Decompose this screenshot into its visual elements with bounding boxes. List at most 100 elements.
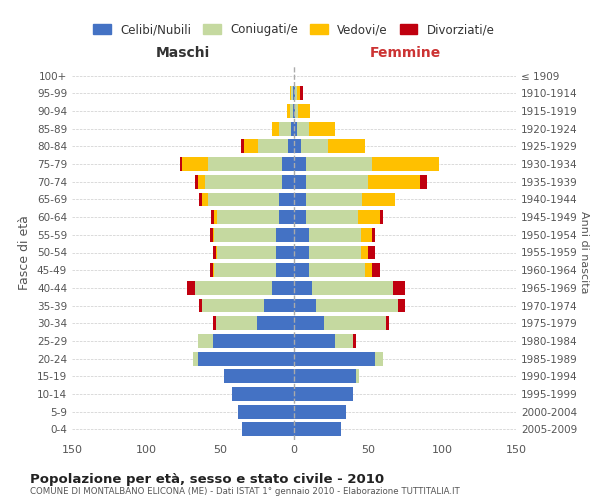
Bar bbox=[294, 298, 316, 312]
Bar bbox=[217, 210, 279, 224]
Bar bbox=[294, 422, 341, 436]
Bar bbox=[212, 334, 294, 348]
Bar bbox=[373, 228, 376, 241]
Bar bbox=[294, 316, 323, 330]
Bar bbox=[272, 122, 279, 136]
Bar bbox=[198, 175, 205, 188]
Bar bbox=[279, 192, 294, 206]
Bar bbox=[297, 122, 309, 136]
Bar bbox=[294, 334, 335, 348]
Bar bbox=[209, 228, 212, 241]
Bar bbox=[195, 175, 198, 188]
Bar bbox=[309, 264, 365, 277]
Bar bbox=[309, 228, 361, 241]
Bar bbox=[259, 140, 288, 153]
Y-axis label: Anni di nascita: Anni di nascita bbox=[579, 211, 589, 294]
Bar bbox=[309, 246, 361, 260]
Bar bbox=[373, 157, 439, 171]
Bar bbox=[232, 387, 294, 401]
Bar bbox=[244, 140, 259, 153]
Bar bbox=[199, 298, 202, 312]
Bar bbox=[288, 140, 294, 153]
Bar bbox=[361, 246, 368, 260]
Bar bbox=[380, 210, 383, 224]
Bar bbox=[241, 140, 244, 153]
Bar bbox=[208, 192, 279, 206]
Bar bbox=[202, 192, 208, 206]
Bar bbox=[301, 140, 328, 153]
Bar bbox=[291, 86, 293, 100]
Bar bbox=[217, 246, 276, 260]
Bar bbox=[294, 370, 356, 383]
Bar bbox=[294, 157, 306, 171]
Bar bbox=[294, 387, 353, 401]
Bar bbox=[279, 210, 294, 224]
Bar bbox=[309, 122, 335, 136]
Bar bbox=[294, 104, 295, 118]
Bar bbox=[214, 264, 276, 277]
Bar bbox=[215, 316, 257, 330]
Bar bbox=[294, 192, 306, 206]
Bar bbox=[306, 175, 368, 188]
Y-axis label: Fasce di età: Fasce di età bbox=[19, 215, 31, 290]
Bar bbox=[362, 192, 395, 206]
Bar bbox=[276, 246, 294, 260]
Bar bbox=[295, 104, 298, 118]
Bar bbox=[306, 210, 358, 224]
Bar bbox=[257, 316, 294, 330]
Bar bbox=[195, 281, 272, 295]
Bar bbox=[361, 228, 373, 241]
Bar bbox=[265, 298, 294, 312]
Bar bbox=[300, 86, 303, 100]
Bar bbox=[294, 281, 312, 295]
Text: Popolazione per età, sesso e stato civile - 2010: Popolazione per età, sesso e stato civil… bbox=[30, 472, 384, 486]
Bar bbox=[209, 264, 212, 277]
Bar bbox=[306, 157, 373, 171]
Bar bbox=[187, 281, 195, 295]
Bar bbox=[279, 122, 291, 136]
Bar bbox=[298, 104, 310, 118]
Bar bbox=[212, 228, 214, 241]
Bar bbox=[316, 298, 398, 312]
Bar bbox=[290, 86, 291, 100]
Bar bbox=[335, 334, 353, 348]
Bar bbox=[211, 210, 214, 224]
Bar bbox=[294, 264, 309, 277]
Bar bbox=[180, 157, 182, 171]
Bar bbox=[215, 246, 217, 260]
Bar bbox=[328, 140, 365, 153]
Bar bbox=[297, 86, 300, 100]
Bar bbox=[294, 175, 306, 188]
Bar bbox=[224, 370, 294, 383]
Bar bbox=[214, 210, 217, 224]
Bar bbox=[312, 281, 393, 295]
Bar bbox=[294, 246, 309, 260]
Bar bbox=[294, 122, 297, 136]
Bar bbox=[323, 316, 386, 330]
Bar bbox=[242, 422, 294, 436]
Bar bbox=[202, 298, 265, 312]
Bar bbox=[294, 405, 346, 418]
Bar bbox=[293, 86, 294, 100]
Bar bbox=[295, 86, 297, 100]
Bar bbox=[368, 175, 420, 188]
Bar bbox=[198, 334, 212, 348]
Legend: Celibi/Nubili, Coniugati/e, Vedovi/e, Divorziati/e: Celibi/Nubili, Coniugati/e, Vedovi/e, Di… bbox=[89, 18, 499, 41]
Bar bbox=[386, 316, 389, 330]
Bar bbox=[294, 140, 301, 153]
Bar bbox=[293, 104, 294, 118]
Bar bbox=[198, 352, 294, 366]
Bar bbox=[420, 175, 427, 188]
Bar bbox=[376, 352, 383, 366]
Bar bbox=[306, 192, 362, 206]
Bar bbox=[212, 246, 215, 260]
Bar bbox=[212, 316, 215, 330]
Bar bbox=[365, 264, 373, 277]
Text: Femmine: Femmine bbox=[370, 46, 440, 60]
Bar bbox=[373, 264, 380, 277]
Bar bbox=[205, 175, 282, 188]
Bar bbox=[282, 157, 294, 171]
Bar bbox=[212, 264, 214, 277]
Text: COMUNE DI MONTALBANO ELICONA (ME) - Dati ISTAT 1° gennaio 2010 - Elaborazione TU: COMUNE DI MONTALBANO ELICONA (ME) - Dati… bbox=[30, 488, 460, 496]
Bar bbox=[214, 228, 276, 241]
